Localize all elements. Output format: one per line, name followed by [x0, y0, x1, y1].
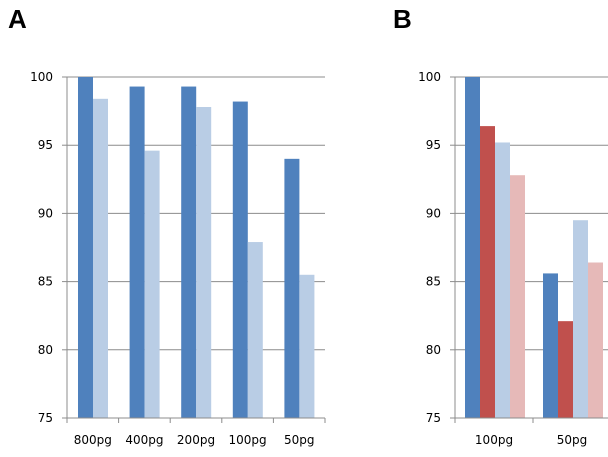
panel-b-bar	[573, 220, 588, 418]
panel-a-x-tick-label: 200pg	[177, 433, 215, 447]
panel-a-y-tick-label: 95	[38, 138, 53, 152]
panel-b-bar	[510, 175, 525, 418]
panel-a-bar	[129, 86, 145, 418]
panel-a-bar	[232, 101, 248, 418]
panel-a-y-tick-label: 90	[38, 206, 53, 220]
panel-a-bar	[196, 107, 212, 419]
panel-b-x-tick-label: 100pg	[475, 433, 513, 447]
panel-a-bar	[247, 242, 263, 418]
panel-a-bar	[284, 158, 300, 418]
panel-b-bar	[480, 126, 495, 418]
panel-a-y-tick-label: 85	[38, 275, 53, 289]
panel-b-bar	[495, 142, 510, 419]
panel-a-bar	[144, 150, 160, 418]
panel-a-label: A	[8, 4, 27, 34]
panel-a-x-tick-label: 400pg	[125, 433, 163, 447]
panel-b-y-tick-label: 75	[426, 411, 441, 425]
panel-b-bar	[588, 262, 603, 418]
panel-a-bar	[181, 86, 197, 418]
panel-b-y-tick-label: 100	[418, 70, 441, 84]
panel-b-x-tick-label: 50pg	[557, 433, 588, 447]
panel-a-y-tick-label: 100	[30, 70, 53, 84]
panel-a-bar	[93, 98, 108, 418]
panel-a-x-tick-label: 50pg	[284, 433, 315, 447]
panel-b-y-tick-label: 85	[426, 275, 441, 289]
panel-a-y-tick-label: 75	[38, 411, 53, 425]
panel-b-y-tick-label: 90	[426, 206, 441, 220]
panel-a-bar	[299, 274, 315, 418]
panel-b-label: B	[393, 4, 412, 34]
panel-b-y-tick-label: 80	[426, 343, 441, 357]
panel-b-bar	[465, 77, 480, 418]
panel-a-x-tick-label: 100pg	[229, 433, 267, 447]
panel-a-x-tick-label: 800pg	[74, 433, 112, 447]
panel-b-bar	[543, 273, 558, 418]
panel-a-y-tick-label: 80	[38, 343, 53, 357]
panel-b-y-tick-label: 95	[426, 138, 441, 152]
panel-a-bar	[78, 77, 93, 418]
panel-b-bar	[558, 321, 573, 418]
